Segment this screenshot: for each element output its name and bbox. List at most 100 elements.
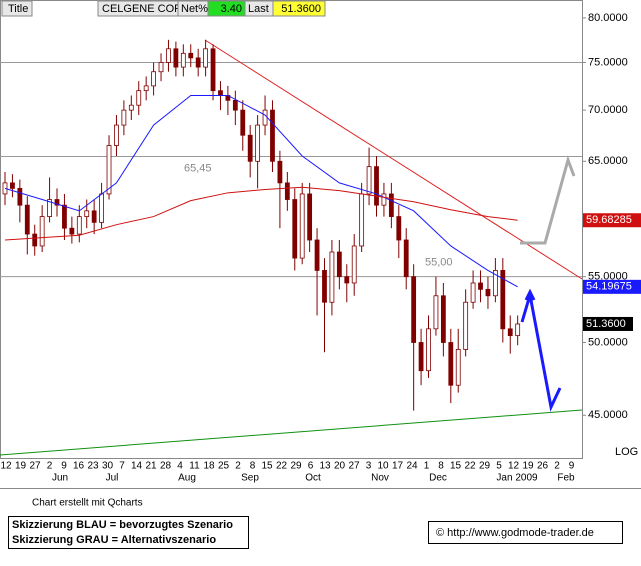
candle-body	[351, 245, 357, 284]
x-tick-label: 27	[29, 461, 41, 472]
title-label: Title	[8, 3, 28, 15]
candle-body	[418, 342, 424, 372]
candle-body	[396, 216, 402, 241]
candle-body	[180, 52, 186, 68]
x-tick-label: 16	[73, 461, 85, 472]
legend-grey: Skizzierung GRAU = Alternativszenario	[12, 534, 216, 546]
x-tick-label: 25	[218, 461, 230, 472]
x-tick-label: 22	[276, 461, 288, 472]
scenario-blue	[520, 294, 562, 412]
x-tick-label: 12	[0, 461, 12, 472]
candle-body	[91, 210, 97, 223]
y-tick-label: 50.0000	[588, 336, 628, 348]
candle-body	[39, 216, 45, 247]
candle-body	[381, 193, 387, 206]
candle-body	[344, 276, 350, 284]
x-tick-label: 20	[334, 461, 346, 472]
candle-body	[336, 251, 342, 278]
candle-body	[47, 199, 52, 217]
value-badge-label: 54.19675	[586, 281, 632, 293]
x-tick-label: 23	[87, 461, 99, 472]
x-tick-label: 29	[479, 461, 491, 472]
y-tick-label: 45.0000	[588, 409, 628, 421]
candle-body	[329, 251, 335, 303]
x-tick-label: 6	[308, 461, 314, 472]
candle-body	[99, 193, 104, 223]
value-badge	[583, 213, 641, 228]
candle-body	[500, 270, 506, 330]
x-tick-label: 24	[406, 461, 418, 472]
candle-body	[314, 239, 320, 271]
y-tick-label: 65.0000	[588, 155, 628, 167]
net-value: 3.40	[221, 3, 242, 15]
candle-body	[128, 104, 134, 111]
candle-body	[32, 233, 38, 247]
candle-body	[262, 109, 268, 126]
x-tick-label: 5	[496, 461, 502, 472]
candle-body	[240, 109, 246, 136]
candle-body	[411, 276, 417, 343]
candle-body	[388, 193, 394, 217]
month-label: Sep	[241, 473, 259, 484]
net-label: Net%	[181, 3, 208, 15]
symbol: CELGENE CORP	[102, 3, 189, 15]
candle-body	[203, 48, 209, 68]
candle-body	[10, 182, 15, 189]
x-tick-label: 8	[250, 461, 256, 472]
candle-body	[255, 124, 261, 162]
candle-body	[247, 134, 253, 162]
month-label: Dec	[429, 473, 447, 484]
x-tick-label: 8	[438, 461, 444, 472]
x-tick-label: 4	[177, 461, 183, 472]
title-box	[1, 0, 33, 17]
candle-body	[277, 160, 283, 184]
header: Title CELGENE CORP Net% 3.40 Last 51.360…	[1, 0, 326, 17]
x-tick-label: 13	[319, 461, 331, 472]
candle-body	[69, 227, 75, 235]
x-tick-label: 2	[235, 461, 241, 472]
x-tick-label: 21	[145, 461, 157, 472]
x-tick-label: 1	[424, 461, 430, 472]
x-tick-label: 14	[131, 461, 143, 472]
candle-body	[463, 301, 469, 350]
candle-body	[366, 166, 372, 195]
moving-average	[4, 94, 518, 288]
x-tick-label: 9	[569, 461, 575, 472]
last-label: Last	[248, 3, 269, 15]
candle-body	[195, 57, 201, 68]
candle-body	[136, 90, 142, 106]
scenario-grey	[520, 155, 576, 245]
month-label: Jan 2009	[496, 473, 538, 484]
candle-body	[507, 328, 513, 337]
month-label: Aug	[178, 473, 196, 484]
x-axis: 12 19 27 2 9 16 23 30 7 14 21 28 4 11 18 25 2 8 15 22 29 6 13 2…	[0, 461, 575, 484]
candle-body	[455, 349, 461, 386]
candle-body	[188, 52, 194, 59]
last-badge	[583, 316, 633, 331]
candle-body	[374, 166, 379, 206]
candle-body	[284, 182, 290, 200]
x-tick-label: 11	[189, 461, 200, 472]
moving-average	[4, 186, 518, 241]
candle-body	[84, 210, 90, 217]
source-box	[428, 521, 623, 544]
candle-body	[478, 282, 483, 290]
x-tick-label: 7	[119, 461, 125, 472]
candle-body	[17, 187, 23, 206]
month-label: Jul	[106, 473, 119, 484]
candle-body	[54, 199, 60, 206]
candle-body	[232, 99, 238, 111]
candle-body	[143, 85, 149, 92]
candle-body	[62, 204, 67, 229]
candle-body	[440, 295, 446, 343]
x-tick-label: 30	[102, 461, 114, 472]
candle-body	[24, 204, 30, 235]
candle-body	[106, 145, 112, 195]
candle-body	[515, 323, 521, 337]
y-tick-label: 55.0000	[588, 271, 628, 283]
y-tick-label: 80.0000	[588, 12, 628, 24]
candle-body	[485, 288, 491, 297]
x-tick-label: 26	[537, 461, 549, 472]
